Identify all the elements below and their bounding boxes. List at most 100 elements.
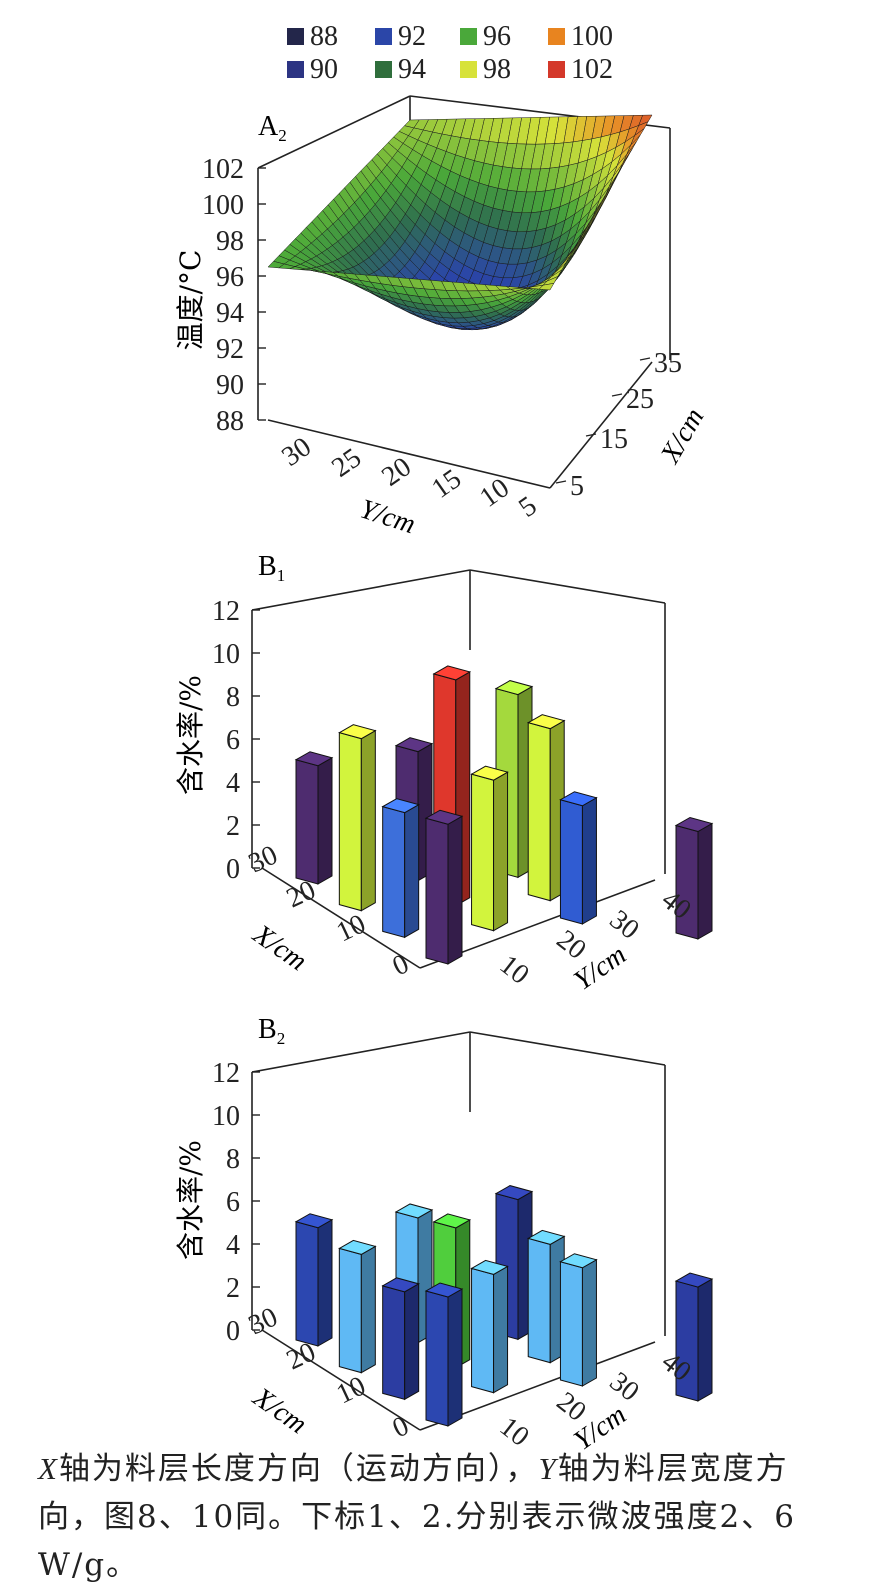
x-tick-label: 15 bbox=[600, 424, 628, 455]
x-tick-label: 0 bbox=[388, 1410, 414, 1444]
bar bbox=[560, 1254, 596, 1386]
z-tick-label: 100 bbox=[202, 190, 244, 221]
bar-side-face bbox=[698, 1279, 712, 1401]
y-tick-label: 5 bbox=[513, 490, 542, 523]
bar bbox=[528, 1230, 564, 1362]
z-tick-label: 10 bbox=[212, 639, 240, 670]
z-tick-label: 8 bbox=[226, 682, 240, 713]
x-tick-label: 10 bbox=[332, 1370, 370, 1410]
x-tick-label: 0 bbox=[388, 948, 414, 982]
legend-swatch bbox=[375, 28, 392, 45]
legend-label: 92 bbox=[398, 21, 426, 52]
bar-front-face bbox=[560, 800, 582, 924]
z-tick-label: 0 bbox=[226, 854, 240, 885]
bar-side-face bbox=[582, 1260, 596, 1386]
bar-front-face bbox=[472, 1268, 494, 1392]
z-tick-label: 102 bbox=[202, 154, 244, 185]
bar bbox=[472, 766, 508, 931]
z-tick-label: 12 bbox=[212, 596, 240, 627]
bar-side-face bbox=[405, 805, 419, 938]
legend-swatch bbox=[460, 28, 477, 45]
z-tick-label: 6 bbox=[226, 1187, 240, 1218]
y-tick-label: 30 bbox=[604, 904, 645, 946]
bar-front-face bbox=[472, 774, 494, 931]
z-axis-label: 温度/°C bbox=[174, 250, 207, 351]
z-tick-label: 90 bbox=[216, 370, 244, 401]
legend-swatch bbox=[375, 61, 392, 78]
bar-front-face bbox=[560, 1262, 582, 1386]
bar bbox=[339, 1240, 375, 1372]
bar-side-face bbox=[361, 1246, 375, 1372]
bar-front-face bbox=[339, 1248, 361, 1372]
legend-swatch bbox=[548, 28, 565, 45]
figure-caption: X轴为料层长度方向（运动方向），Y轴为料层宽度方 向，图8、10同。下标1、2.… bbox=[38, 1445, 858, 1589]
surface-mesh bbox=[268, 115, 652, 330]
bar-front-face bbox=[426, 1291, 448, 1426]
caption-y-letter: Y bbox=[538, 1451, 557, 1486]
bar-side-face bbox=[361, 731, 375, 911]
panel-label-a2: A2 bbox=[258, 111, 287, 145]
legend-label: 98 bbox=[483, 54, 511, 85]
bar-side-face bbox=[448, 1289, 462, 1426]
legend-label: 96 bbox=[483, 21, 511, 52]
x-tick bbox=[586, 434, 596, 436]
x-tick bbox=[612, 394, 622, 396]
bar-front-face bbox=[528, 723, 550, 901]
bar-front-face bbox=[426, 818, 448, 964]
bar-front-face bbox=[383, 1286, 405, 1400]
panel-label-b2: B2 bbox=[258, 1014, 285, 1048]
z-tick-label: 0 bbox=[226, 1316, 240, 1347]
legend-label: 100 bbox=[571, 21, 613, 52]
legend-swatch bbox=[548, 61, 565, 78]
x-tick bbox=[640, 358, 650, 360]
caption-x-letter: X bbox=[38, 1451, 59, 1486]
y-tick-label: 20 bbox=[376, 451, 417, 492]
panel-label-b1: B1 bbox=[258, 551, 285, 585]
legend-swatch bbox=[287, 61, 304, 78]
bar-side-face bbox=[698, 824, 712, 940]
x-axis-label: X/cm bbox=[247, 1381, 313, 1440]
legend-label: 94 bbox=[398, 54, 426, 85]
y-tick-label: 30 bbox=[276, 431, 317, 472]
z-tick-label: 2 bbox=[226, 1273, 240, 1304]
x-tick-label: 30 bbox=[244, 839, 282, 879]
bar-side-face bbox=[318, 1220, 332, 1346]
bar-side-face bbox=[448, 816, 462, 964]
legend-swatch bbox=[460, 61, 477, 78]
x-axis-label: X/cm bbox=[247, 918, 313, 977]
z-axis-label: 含水率/% bbox=[174, 1140, 207, 1260]
z-tick-label: 8 bbox=[226, 1144, 240, 1175]
bar bbox=[472, 1260, 508, 1392]
x-tick-label: 35 bbox=[654, 348, 682, 379]
legend-label: 102 bbox=[571, 54, 613, 85]
x-tick-label: 30 bbox=[244, 1301, 282, 1341]
x-tick-label: 10 bbox=[332, 908, 370, 948]
z-tick-label: 10 bbox=[212, 1101, 240, 1132]
x-tick-label: 5 bbox=[570, 471, 584, 502]
bar bbox=[426, 810, 462, 964]
caption-line1-b: 轴为料层宽度方 bbox=[558, 1451, 789, 1487]
z-tick-label: 12 bbox=[212, 1058, 240, 1089]
legend-label: 90 bbox=[310, 54, 338, 85]
bar bbox=[383, 1278, 419, 1400]
z-axis-label: 含水率/% bbox=[174, 675, 207, 795]
box-top-right-edge bbox=[470, 570, 665, 603]
bar-side-face bbox=[582, 798, 596, 924]
z-tick-label: 88 bbox=[216, 406, 244, 437]
bar bbox=[339, 725, 375, 911]
y-axis-label: Y/cm bbox=[356, 494, 419, 541]
y-tick-label: 10 bbox=[494, 949, 535, 991]
z-tick-label: 98 bbox=[216, 226, 244, 257]
bar bbox=[560, 792, 596, 924]
caption-line2: 向，图8、10同。下标1、2.分别表示微波强度2、6 W/g。 bbox=[38, 1499, 796, 1583]
x-axis-label: X/cm bbox=[654, 403, 710, 469]
z-tick-label: 4 bbox=[226, 1230, 240, 1261]
bar bbox=[528, 715, 564, 901]
bar bbox=[296, 1214, 332, 1346]
